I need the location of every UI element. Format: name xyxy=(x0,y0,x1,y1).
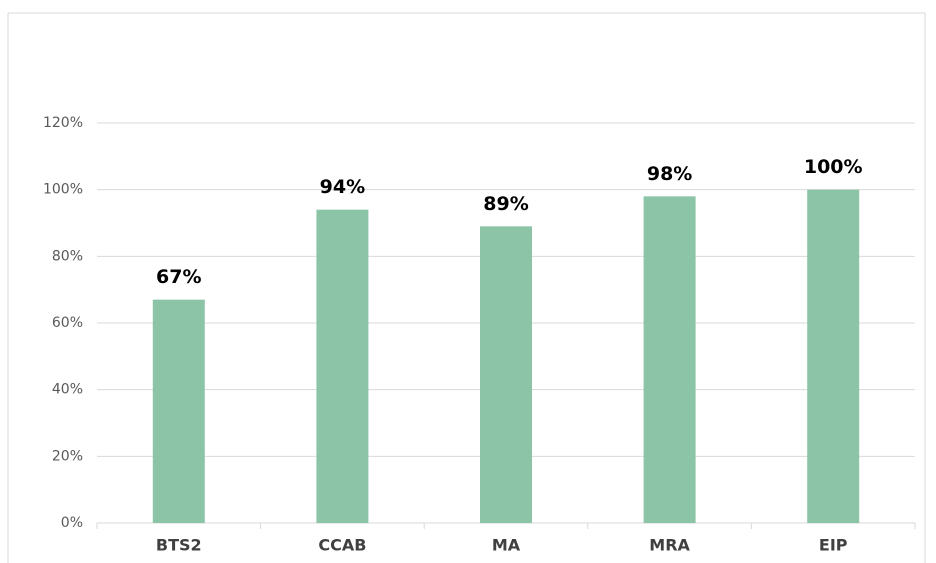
x-tick-label: BTS2 xyxy=(156,536,202,555)
bar xyxy=(152,299,205,523)
y-tick-label: 60% xyxy=(52,315,83,331)
bar xyxy=(643,196,696,524)
bar xyxy=(480,226,532,524)
bar xyxy=(316,209,369,523)
y-tick-label: 0% xyxy=(61,515,83,531)
y-tick-label: 20% xyxy=(52,448,83,464)
bar xyxy=(807,189,860,523)
y-tick-label: 80% xyxy=(52,248,83,264)
data-label: 89% xyxy=(483,193,528,215)
x-tick-label: MRA xyxy=(649,536,690,555)
data-label: 98% xyxy=(647,163,692,185)
y-tick-label: 100% xyxy=(43,182,83,198)
x-tick-label: EIP xyxy=(819,536,848,555)
data-label: 100% xyxy=(804,156,863,178)
y-tick-label: 120% xyxy=(43,115,83,131)
x-tick-label: CCAB xyxy=(318,536,366,555)
data-label: 67% xyxy=(156,266,201,288)
data-label: 94% xyxy=(320,176,365,198)
y-tick-label: 40% xyxy=(52,382,83,398)
x-tick-label: MA xyxy=(492,536,521,555)
